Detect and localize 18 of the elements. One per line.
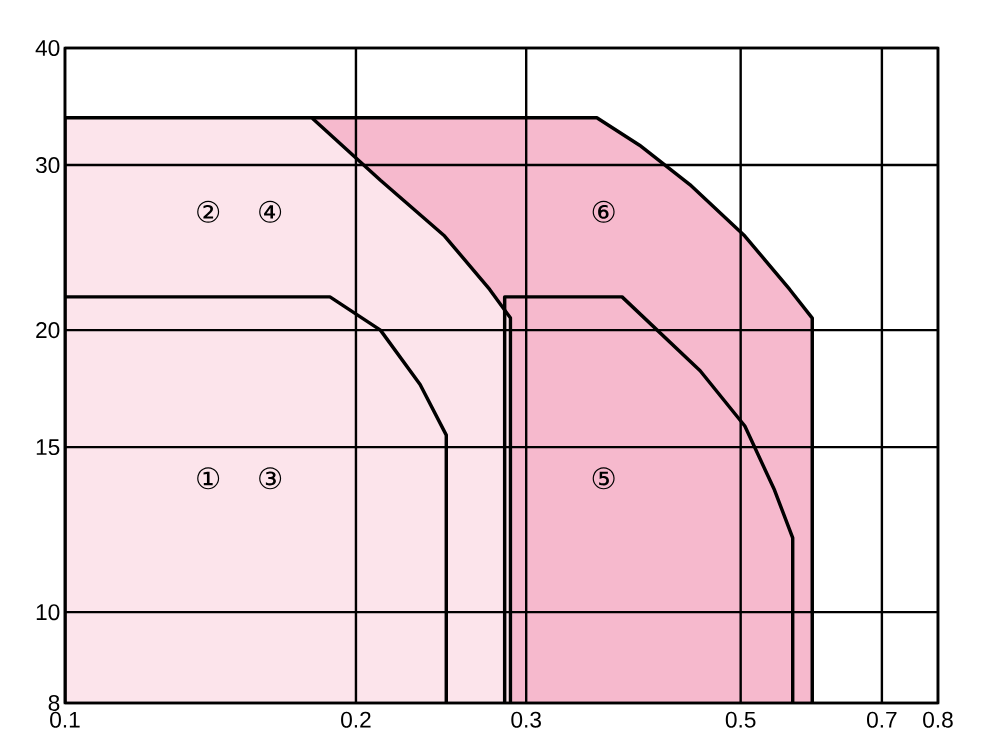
y-tick-label: 20	[36, 322, 60, 339]
annotation: ⑥	[592, 200, 615, 223]
annotation: ④	[259, 200, 282, 223]
annotation: ②	[197, 200, 220, 223]
y-tick-label: 15	[36, 439, 60, 456]
x-tick-label: 0.7	[867, 711, 897, 728]
annotation: ①	[197, 467, 220, 490]
x-tick-label: 0.2	[341, 711, 371, 728]
y-tick-label: 8	[48, 694, 60, 712]
y-tick-label: 10	[36, 604, 60, 621]
annotation: ③	[259, 467, 282, 490]
y-tick-label: 30	[35, 157, 60, 174]
x-tick-label: 0.8	[923, 711, 953, 728]
x-tick-label: 0.5	[725, 711, 756, 728]
x-tick-label: 0.1	[50, 711, 80, 728]
x-tick-label: 0.3	[511, 711, 541, 728]
y-tick-label: 40	[35, 39, 60, 57]
annotation: ⑤	[592, 467, 615, 490]
